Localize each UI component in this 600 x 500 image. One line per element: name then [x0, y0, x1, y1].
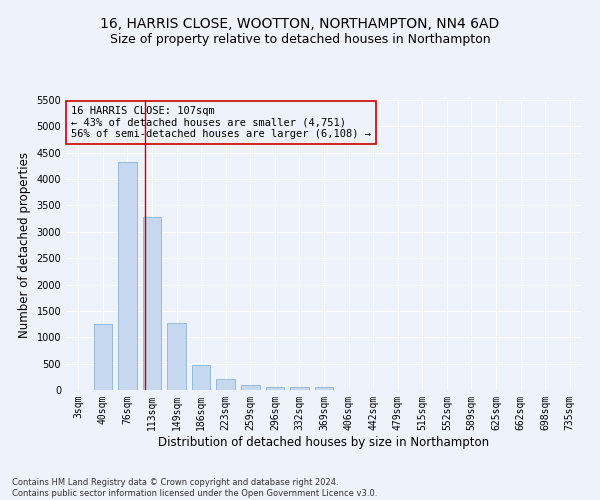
- Bar: [315, 387, 333, 390]
- Bar: [266, 387, 284, 390]
- Bar: [217, 379, 235, 390]
- Bar: [192, 364, 211, 390]
- Text: 16, HARRIS CLOSE, WOOTTON, NORTHAMPTON, NN4 6AD: 16, HARRIS CLOSE, WOOTTON, NORTHAMPTON, …: [100, 18, 500, 32]
- Bar: [94, 324, 112, 390]
- X-axis label: Distribution of detached houses by size in Northampton: Distribution of detached houses by size …: [158, 436, 490, 448]
- Text: 16 HARRIS CLOSE: 107sqm
← 43% of detached houses are smaller (4,751)
56% of semi: 16 HARRIS CLOSE: 107sqm ← 43% of detache…: [71, 106, 371, 139]
- Bar: [241, 386, 260, 390]
- Text: Size of property relative to detached houses in Northampton: Size of property relative to detached ho…: [110, 32, 490, 46]
- Bar: [143, 216, 161, 390]
- Y-axis label: Number of detached properties: Number of detached properties: [18, 152, 31, 338]
- Text: Contains HM Land Registry data © Crown copyright and database right 2024.
Contai: Contains HM Land Registry data © Crown c…: [12, 478, 377, 498]
- Bar: [290, 388, 308, 390]
- Bar: [118, 162, 137, 390]
- Bar: [167, 322, 186, 390]
